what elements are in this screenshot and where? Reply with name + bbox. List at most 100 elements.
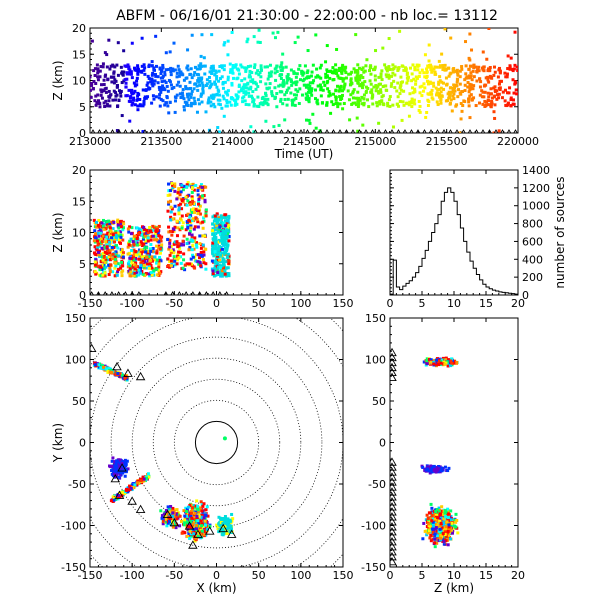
xz-source-point (104, 240, 108, 244)
xz-source-point (116, 270, 120, 274)
xz-source-point (220, 247, 224, 251)
plan-source-point (107, 366, 111, 370)
xz-source-point (198, 212, 202, 216)
time-height-source-point (152, 97, 156, 101)
time-height-source-point (470, 48, 474, 52)
time-height-source-point (343, 69, 347, 73)
plan-source-point (216, 525, 220, 529)
xz-source-point (140, 233, 144, 237)
xz-source-point (149, 242, 153, 246)
time-height-source-point (447, 96, 451, 100)
time-height-source-point (264, 119, 268, 123)
time-height-source-point (357, 74, 361, 78)
time-height-source-point (120, 70, 124, 74)
plan-source-point (200, 524, 204, 528)
xz-source-point (112, 240, 116, 244)
time-height-source-point (425, 110, 429, 114)
plan-source-point (217, 521, 221, 525)
time-height-xtick-label: 213000 (69, 135, 111, 148)
xz-source-point (181, 221, 185, 225)
plan-source-point (119, 471, 123, 475)
zy-source-point (441, 356, 445, 360)
time-height-source-point (418, 71, 422, 75)
time-height-source-point (111, 98, 115, 102)
time-height-source-point (356, 69, 360, 73)
xz-source-point (146, 231, 150, 235)
time-height-source-point (90, 82, 92, 86)
time-height-source-point (439, 90, 443, 94)
xz-source-point (113, 257, 117, 261)
time-height-source-point (341, 79, 345, 83)
xz-source-point (167, 230, 171, 234)
xz-source-point (115, 273, 119, 277)
time-height-source-point (184, 76, 188, 80)
xz-source-point (171, 248, 175, 252)
time-height-source-point (448, 86, 452, 90)
time-height-source-point (293, 41, 297, 45)
plan-source-point (203, 529, 207, 533)
time-height-source-point (402, 89, 406, 93)
time-height-source-point (198, 67, 202, 71)
xz-source-point (211, 252, 215, 256)
time-height-source-point (302, 83, 306, 87)
time-height-source-point (506, 103, 510, 107)
time-height-source-point (186, 95, 190, 99)
xz-source-point (136, 251, 140, 255)
time-height-source-point (250, 94, 254, 98)
time-height-source-point (224, 90, 228, 94)
xz-source-point (159, 270, 163, 274)
xz-source-point (129, 237, 133, 241)
time-height-source-point (472, 75, 476, 79)
time-height-source-point (131, 101, 135, 105)
xz-source-point (153, 232, 157, 236)
time-height-source-point (400, 64, 404, 68)
xz-source-point (155, 238, 159, 242)
time-height-source-point (193, 99, 197, 103)
plan-source-point (117, 494, 121, 498)
time-height-source-point (119, 65, 123, 69)
xz-source-point (222, 215, 226, 219)
xz-source-point (189, 226, 193, 230)
time-height-source-point (150, 77, 154, 81)
time-height-source-point (195, 67, 199, 71)
plan-source-point (206, 514, 210, 518)
time-height-source-point (211, 93, 215, 97)
xz-source-point (211, 269, 215, 273)
time-height-source-point (498, 70, 502, 74)
time-height-source-point (417, 108, 421, 112)
plan-station-triangle (90, 343, 97, 352)
time-height-source-point (256, 40, 260, 44)
time-height-source-point (246, 65, 250, 69)
xz-projection-xtick-label: -50 (165, 297, 183, 310)
time-height-source-point (199, 76, 203, 80)
time-height-source-point (245, 66, 249, 70)
plan-source-point (198, 506, 202, 510)
time-height-source-point (478, 77, 482, 81)
xz-source-point (137, 268, 141, 272)
plan-source-point (161, 522, 165, 526)
xz-source-point (215, 212, 219, 216)
xz-source-point (188, 245, 192, 249)
xz-source-point (197, 202, 201, 206)
time-height-source-point (505, 75, 509, 79)
time-height-source-point (192, 73, 196, 77)
time-height-source-point (497, 129, 501, 133)
time-height-source-point (163, 79, 167, 83)
plan-source-point (225, 518, 229, 522)
time-height-source-point (184, 103, 188, 107)
time-height-source-point (455, 68, 459, 72)
xz-source-point (95, 225, 99, 229)
time-height-source-point (263, 97, 267, 101)
time-height-source-point (448, 92, 452, 96)
xz-source-point (201, 194, 205, 198)
time-height-source-point (185, 66, 189, 70)
plan-source-point (222, 436, 227, 441)
time-height-source-point (306, 98, 310, 102)
plan-source-point (189, 514, 193, 518)
time-height-source-point (132, 96, 136, 100)
time-height-source-point (119, 89, 123, 93)
time-height-source-point (286, 97, 290, 101)
time-height-source-point (193, 71, 197, 75)
plan-source-point (173, 523, 177, 527)
xz-source-point (116, 223, 120, 227)
